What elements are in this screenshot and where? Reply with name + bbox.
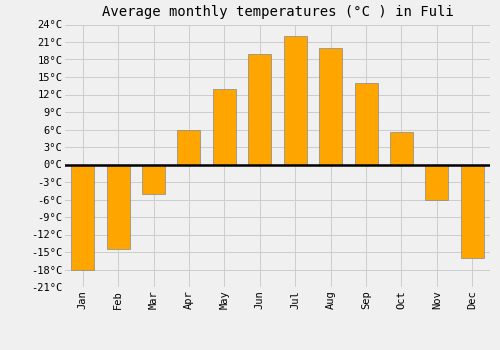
Bar bbox=[71, 164, 94, 270]
Bar bbox=[461, 164, 484, 258]
Bar bbox=[178, 130, 201, 164]
Bar bbox=[284, 36, 306, 164]
Bar bbox=[390, 132, 413, 164]
Bar bbox=[248, 54, 272, 164]
Bar bbox=[142, 164, 165, 194]
Bar bbox=[354, 83, 378, 164]
Bar bbox=[106, 164, 130, 249]
Bar bbox=[213, 89, 236, 164]
Bar bbox=[426, 164, 448, 200]
Bar bbox=[319, 48, 342, 164]
Title: Average monthly temperatures (°C ) in Fuli: Average monthly temperatures (°C ) in Fu… bbox=[102, 5, 454, 19]
